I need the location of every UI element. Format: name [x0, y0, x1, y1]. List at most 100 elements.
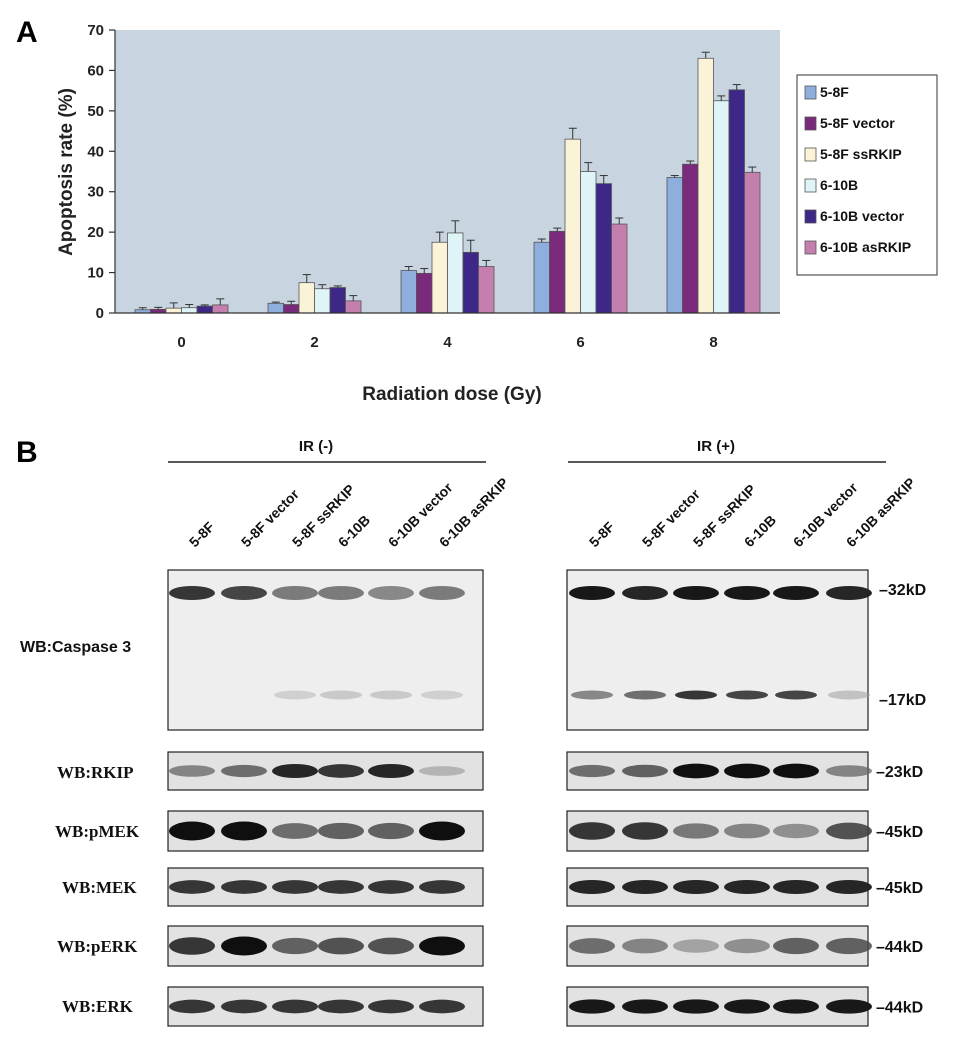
blot-band [274, 690, 316, 700]
legend-swatch [804, 209, 817, 224]
kd-marker: –44kD [876, 939, 923, 956]
blot-band [622, 764, 668, 778]
group-label-ir-plus: IR (+) [697, 438, 735, 455]
bar [165, 307, 182, 314]
x-axis-title: Radiation dose (Gy) [362, 384, 541, 405]
blot-band [169, 765, 215, 777]
bar [549, 230, 566, 314]
y-axis-title: Apoptosis rate (%) [56, 88, 77, 256]
blot-band [673, 763, 719, 779]
blot-label: WB:pERK [57, 937, 138, 956]
blot-band [775, 690, 817, 700]
blot-band [221, 821, 267, 841]
bar [298, 282, 315, 314]
blot-band [724, 880, 770, 894]
y-tick-label: 70 [87, 22, 104, 39]
legend-swatch [804, 178, 817, 193]
legend-label: 5-8F ssRKIP [820, 146, 902, 162]
legend-swatch [804, 116, 817, 131]
blot-band [724, 823, 770, 839]
blot-band [368, 999, 414, 1014]
bar [682, 163, 699, 314]
blot-band [673, 939, 719, 953]
blot-band [724, 938, 770, 954]
blot-band [419, 880, 465, 894]
kd-marker: –32kD [879, 582, 926, 599]
bar [595, 183, 612, 314]
blot-band [368, 764, 414, 778]
bar [283, 304, 300, 314]
kd-marker: –45kD [876, 880, 923, 897]
x-tick-label: 4 [443, 334, 452, 351]
y-tick-label: 20 [87, 224, 104, 241]
blot-band [419, 936, 465, 956]
blot-band [272, 937, 318, 955]
blot-band [773, 880, 819, 894]
legend-label: 6-10B asRKIP [820, 239, 911, 255]
kd-marker: –45kD [876, 824, 923, 841]
blot-band [673, 586, 719, 600]
bar [462, 251, 479, 314]
blot-band [368, 586, 414, 600]
blot-band [828, 690, 870, 700]
y-tick-label: 30 [87, 184, 104, 201]
lane-label: 5-8F [586, 518, 618, 550]
blot-band [773, 586, 819, 600]
blot-label: WB:Caspase 3 [20, 639, 131, 656]
legend-box [796, 74, 938, 276]
blot-band [622, 586, 668, 600]
blot-label: WB:ERK [62, 997, 134, 1016]
blot-band [673, 823, 719, 839]
bar [447, 232, 464, 314]
blot-band [169, 880, 215, 894]
lane-label: 5-8F [186, 518, 218, 550]
bar [431, 241, 448, 314]
blot-band [569, 999, 615, 1014]
blot-band [569, 822, 615, 840]
blot-band [272, 764, 318, 778]
blot-band [622, 822, 668, 840]
blot-band [622, 999, 668, 1014]
legend: 5-8F 5-8F vector 5-8F ssRKIP 6-10B 6-10B vec… [796, 74, 938, 276]
blot-membrane [566, 569, 869, 731]
blot-band [571, 690, 613, 700]
blot-band [318, 880, 364, 894]
blot-band [169, 999, 215, 1014]
blot-band [569, 880, 615, 894]
blot-band [221, 586, 267, 600]
y-tick-label: 40 [87, 143, 104, 160]
blot-band [221, 880, 267, 894]
blot-band [826, 765, 872, 777]
blot-band [221, 999, 267, 1014]
blot-band [318, 764, 364, 778]
blot-band [724, 999, 770, 1014]
blot-band [318, 586, 364, 600]
bar [212, 304, 229, 314]
blot-band [318, 999, 364, 1014]
legend-label: 5-8F [820, 84, 849, 100]
bar [478, 266, 495, 314]
blot-band [773, 937, 819, 955]
legend-swatch [804, 85, 817, 100]
blot-band [624, 690, 666, 700]
x-tick-label: 0 [177, 334, 185, 351]
bar [611, 223, 628, 314]
bar [697, 57, 714, 314]
group-label-ir-minus: IR (-) [299, 438, 333, 455]
blot-label: WB:pMEK [55, 822, 140, 841]
blot-band [419, 999, 465, 1014]
blot-band [726, 690, 768, 700]
blot-band [419, 766, 465, 776]
western-blots: WB:Caspase 3 –32kD –17kD WB:RKIP –23kD WB:pME… [20, 569, 926, 1027]
axes: 0 2 4 6 8 0 10 20 30 40 50 60 70 [87, 22, 780, 351]
blot-band [569, 938, 615, 954]
bar [713, 100, 730, 314]
bar [416, 272, 433, 314]
bar [267, 302, 284, 314]
x-tick-label: 6 [576, 334, 584, 351]
blot-band [421, 690, 463, 700]
blot-band [826, 937, 872, 955]
